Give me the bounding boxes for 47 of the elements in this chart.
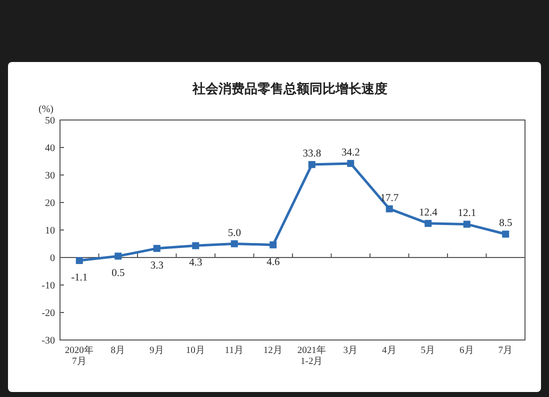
x-tick-label: 3月 xyxy=(343,345,358,356)
y-tick-label: 40 xyxy=(45,143,55,154)
data-label: 4.3 xyxy=(189,258,202,269)
y-tick-label: 0 xyxy=(50,253,55,264)
data-label: 17.7 xyxy=(380,192,399,204)
x-tick-label: 5月 xyxy=(420,345,436,356)
point xyxy=(347,160,354,167)
data-label: 5.0 xyxy=(228,228,241,239)
point xyxy=(386,205,393,212)
point xyxy=(308,161,316,168)
y-tick-label: -20 xyxy=(42,308,55,319)
y-tick-label: 50 xyxy=(45,116,55,126)
point xyxy=(424,220,432,227)
x-tick-label: 2021年 1-2月 xyxy=(297,344,326,367)
point xyxy=(153,244,160,252)
point xyxy=(502,230,510,238)
data-label: -1.1 xyxy=(71,272,88,284)
data-label: 0.5 xyxy=(112,268,125,280)
data-label: 33.8 xyxy=(302,148,322,160)
y-tick-label: 10 xyxy=(45,226,55,236)
data-label: 12.4 xyxy=(418,207,438,218)
x-tick-label: 8月 xyxy=(110,345,126,356)
data-label: 3.3 xyxy=(150,260,164,272)
data-label: 8.5 xyxy=(499,218,512,230)
point xyxy=(76,257,83,264)
x-tick-label: 6月 xyxy=(460,345,474,356)
data-label: 12.1 xyxy=(458,208,476,220)
y-tick-label: -30 xyxy=(42,336,55,346)
point xyxy=(230,240,238,248)
x-tick-label: 7月 xyxy=(498,345,513,356)
x-tick-label: 9月 xyxy=(150,345,164,356)
y-tick-label: -10 xyxy=(42,280,55,292)
x-tick-label: 10月 xyxy=(186,345,206,356)
x-tick-label: 12月 xyxy=(263,345,283,356)
chart-title: 社会消费品零售总额同比增长速度 xyxy=(192,81,388,97)
x-tick-label: 11月 xyxy=(224,345,244,356)
y-axis-title: (%) xyxy=(38,104,54,115)
point xyxy=(270,241,277,248)
point xyxy=(192,242,200,250)
x-tick-label: 2020年 7月 xyxy=(64,344,94,367)
data-label: 34.2 xyxy=(341,147,360,158)
y-tick-label: 20 xyxy=(45,198,55,209)
point xyxy=(114,252,122,260)
x-tick-label: 4月 xyxy=(382,345,397,356)
y-tick-label: 30 xyxy=(45,170,55,182)
data-label: 4.6 xyxy=(266,256,280,268)
point xyxy=(463,220,470,228)
